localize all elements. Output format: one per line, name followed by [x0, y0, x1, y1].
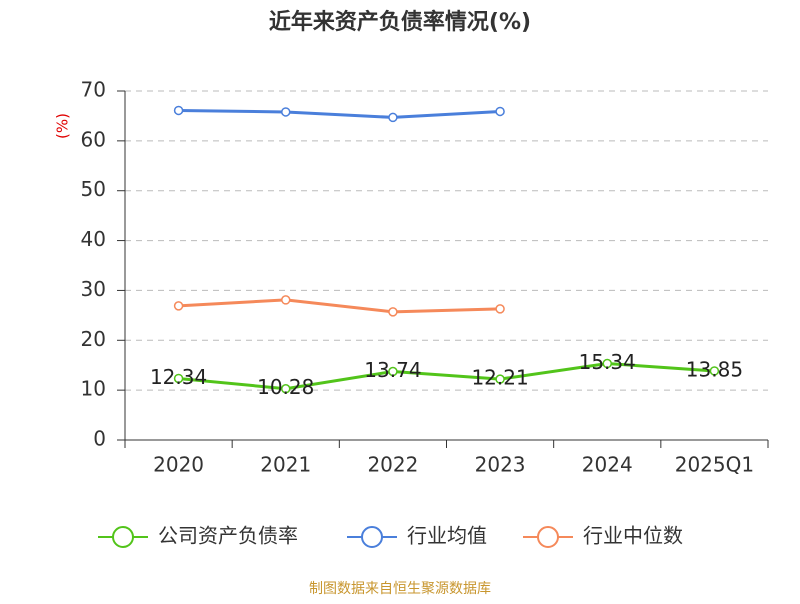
x-tick-label: 2024 [582, 453, 633, 477]
x-tick-label: 2023 [475, 453, 526, 477]
y-tick-label: 70 [81, 78, 106, 102]
y-tick-label: 60 [81, 127, 106, 151]
legend-marker [537, 526, 559, 548]
series-point [173, 301, 184, 311]
y-tick-label: 0 [93, 427, 106, 451]
series-point [602, 358, 612, 369]
x-tick-label: 2022 [367, 453, 418, 477]
y-tick-label: 30 [81, 277, 106, 301]
series-point [388, 307, 398, 317]
legend-marker [361, 526, 383, 548]
series-point [281, 295, 291, 305]
y-tick-label: 50 [81, 177, 106, 201]
x-tick-label: 2025Q1 [675, 453, 754, 477]
series-point [173, 105, 184, 116]
chart-title: 近年来资产负债率情况(%) [269, 9, 531, 35]
y-axis-label: (%) [54, 113, 72, 139]
data-label: 12.34 [150, 365, 207, 389]
series-point [709, 366, 720, 376]
series-point [281, 383, 291, 394]
legend-label: 行业均值 [407, 524, 487, 548]
data-label: 12.21 [471, 366, 528, 390]
series-point [281, 107, 291, 117]
data-label: 13.85 [686, 357, 743, 381]
x-tick-label: 2020 [153, 453, 204, 477]
series-point [495, 106, 505, 117]
data-label: 15.34 [579, 350, 636, 374]
source-note: 制图数据来自恒生聚源数据库 [309, 581, 491, 597]
series-point [495, 374, 505, 384]
x-tick-label: 2021 [260, 453, 311, 477]
series-line [178, 298, 501, 314]
series-line [178, 362, 715, 391]
legend-label: 公司资产负债率 [158, 524, 298, 548]
legend-marker [112, 526, 134, 548]
series-line [178, 108, 501, 119]
y-tick-label: 20 [81, 327, 106, 351]
y-tick-label: 40 [81, 227, 106, 251]
series-point [388, 366, 398, 377]
data-label: 10.28 [257, 375, 314, 399]
series-point [495, 304, 505, 314]
legend-label: 行业中位数 [583, 524, 683, 548]
data-label: 13.74 [364, 358, 421, 382]
y-tick-label: 10 [81, 377, 106, 401]
series-point [173, 373, 184, 384]
series-point [388, 112, 398, 123]
